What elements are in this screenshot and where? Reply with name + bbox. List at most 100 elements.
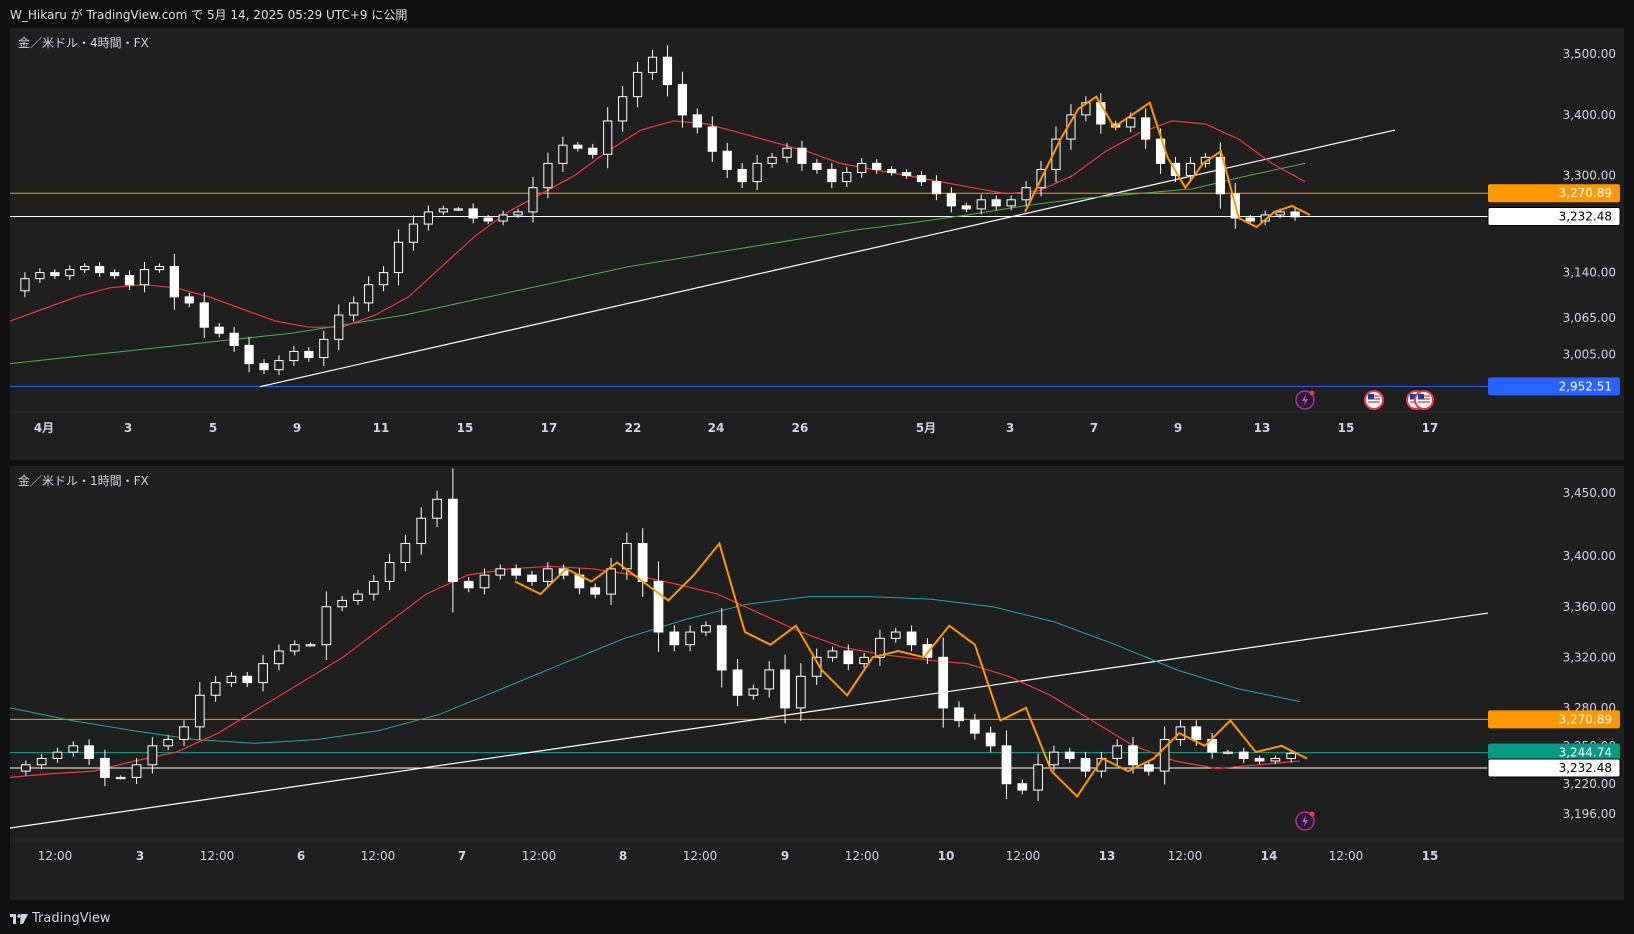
candle-body (991, 199, 1001, 207)
candle-body (732, 669, 743, 696)
chart-4h-title: 金／米ドル・4時間・FX (18, 36, 149, 50)
candle-body (606, 568, 616, 595)
x-tick-label: 12:00 (361, 849, 396, 863)
candle-body (797, 147, 807, 164)
y-tick-label: 3,400.00 (1563, 108, 1616, 122)
candle-body (748, 688, 759, 696)
candle-body (1064, 751, 1075, 759)
chart-pane-1h[interactable]: 3,450.00 3,400.00 3,360.00 3,320.00 3,280.00… (10, 466, 1624, 900)
candle-body (528, 187, 538, 213)
price-label-text: 3,270.89 (1559, 712, 1612, 726)
ma-orange-line (514, 541, 1308, 798)
candle-body (637, 543, 648, 582)
candle-body (590, 587, 601, 595)
candle-body (669, 631, 680, 646)
candle-body (84, 745, 94, 759)
candle-body (416, 517, 427, 545)
candle-body (707, 126, 717, 152)
x-tick-label: 12:00 (845, 849, 880, 863)
candle-body (259, 363, 269, 371)
y-tick-label: 3,300.00 (1563, 169, 1616, 183)
x-tick-label: 9 (1174, 421, 1182, 435)
candle-body (976, 199, 986, 210)
candle-body (438, 208, 448, 213)
chart-pane-4h[interactable]: 3,500.00 3,400.00 3,300.00 3,140.00 3,065.00… (10, 28, 1624, 460)
x-tick-label: 12:00 (1006, 849, 1041, 863)
candle-body (1128, 745, 1138, 766)
x-tick-label: 9 (781, 849, 789, 863)
candle-body (210, 682, 221, 696)
candle-body (1006, 199, 1016, 207)
price-label-text: 3,232.48 (1559, 761, 1612, 775)
y-tick-label: 3,196.00 (1563, 807, 1616, 821)
chart-1h-svg[interactable]: 3,450.003,400.003,360.003,320.003,280.00… (10, 466, 1624, 900)
time-axis-bg (10, 840, 1624, 900)
x-tick-label: 12:00 (1168, 849, 1203, 863)
candle-body (1245, 217, 1255, 222)
ma-red-line (10, 565, 1301, 778)
candle-body (812, 162, 822, 170)
candle-body (304, 350, 314, 359)
chart-4h-svg[interactable]: 3,500.00 3,400.00 3,300.00 3,140.00 3,065.00… (10, 28, 1624, 460)
candle-body (752, 162, 762, 183)
x-tick-label: 3 (1006, 421, 1014, 435)
candle-body (1270, 757, 1281, 762)
y-tick-label: 3,450.00 (1563, 486, 1616, 500)
candle-body (685, 631, 695, 646)
x-tick-label: 14 (1261, 849, 1278, 863)
candle-body (337, 599, 348, 608)
candle-body (780, 669, 790, 709)
candle-body (887, 168, 897, 173)
footer: TradingView (0, 902, 1634, 934)
x-tick-label: 22 (625, 421, 642, 435)
candle-body (258, 663, 268, 684)
candle-body (622, 543, 632, 570)
candle-body (229, 332, 239, 346)
candle-body (226, 675, 237, 684)
x-tick-label: 5 (209, 421, 217, 435)
candle-body (827, 168, 837, 183)
candle-body (384, 562, 395, 582)
candle-body (50, 272, 60, 277)
candle-body (1185, 162, 1196, 177)
candle-body (954, 707, 964, 722)
candle-body (843, 650, 854, 665)
candle-body (872, 162, 882, 170)
flash-icon (1295, 811, 1315, 831)
x-tick-label: 6 (297, 849, 305, 863)
candle-body (1049, 751, 1059, 766)
candle-body (100, 757, 110, 778)
candle-body (632, 71, 643, 98)
candle-body (1017, 783, 1028, 791)
candle-body (1126, 117, 1136, 128)
candle-body (1191, 726, 1202, 741)
candle-body (448, 498, 458, 582)
candle-body (479, 574, 490, 589)
x-tick-label: 15 (1338, 421, 1355, 435)
candle-body (890, 631, 901, 639)
candle-body (95, 266, 105, 274)
candle-body (1112, 745, 1123, 759)
candle-body (1141, 117, 1151, 140)
x-tick-label: 12:00 (200, 849, 235, 863)
price-label-box (1487, 758, 1621, 778)
x-tick-label: 9 (293, 421, 301, 435)
candle-body (1143, 764, 1154, 772)
candle-body (603, 120, 613, 155)
y-tick-label: 3,140.00 (1563, 266, 1616, 280)
trend-line (259, 129, 1396, 388)
tradingview-logo[interactable]: TradingView (10, 911, 111, 926)
candle-body (463, 580, 474, 589)
candle-body (588, 147, 598, 155)
candle-body (36, 757, 47, 766)
y-tick-label: 3,400.00 (1563, 549, 1616, 563)
candle-body (242, 675, 253, 684)
candle-body (527, 574, 537, 582)
candle-body (184, 296, 194, 304)
x-tick-label: 8 (619, 849, 627, 863)
price-label-text: 3,270.89 (1559, 186, 1612, 200)
candle-body (764, 669, 775, 690)
price-label-box (1488, 710, 1620, 729)
candle-body (65, 269, 75, 277)
publish-info-text: W_Hikaru が TradingView.com で 5月 14, 2025… (10, 8, 408, 22)
